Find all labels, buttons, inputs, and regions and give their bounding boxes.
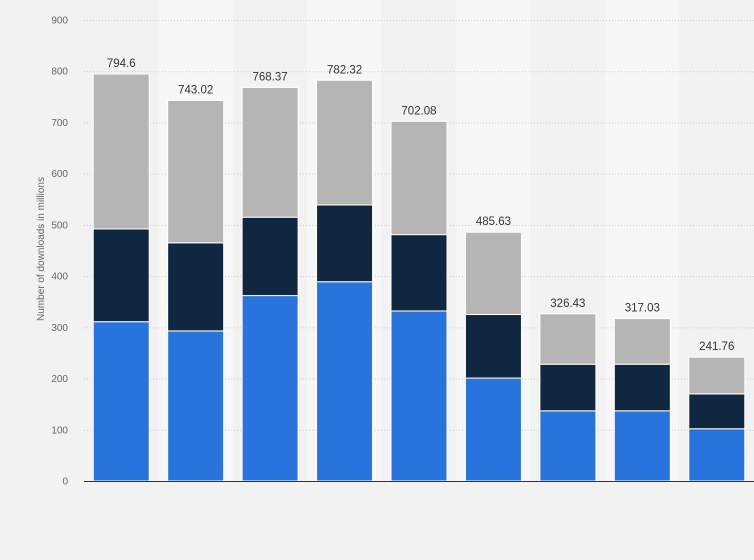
bar-total-label: 317.03 xyxy=(625,303,660,315)
y-axis-label: Number of downloads in millions xyxy=(36,177,47,321)
bar-segment xyxy=(241,295,299,482)
bar-total-label: 241.76 xyxy=(699,341,734,353)
bar-segment xyxy=(316,281,374,482)
bar-total-label: 794.6 xyxy=(107,58,136,70)
y-tick-label: 0 xyxy=(62,477,68,488)
bar-segment xyxy=(613,363,671,412)
bar-segment xyxy=(688,428,746,482)
total-labels: 794.6 743.02 768.37 782.32 702.08 485.63 326.4… xyxy=(107,58,735,353)
y-tick-label: 600 xyxy=(51,169,68,180)
bar-total-label: 743.02 xyxy=(178,84,213,96)
y-tick-label: 400 xyxy=(51,272,68,283)
bar-segment xyxy=(390,234,448,312)
bar-segment xyxy=(688,356,746,395)
bar-total-label: 485.63 xyxy=(476,216,511,228)
bar-segment xyxy=(613,410,671,482)
bar-segment xyxy=(390,310,448,482)
bar-segment xyxy=(539,363,597,412)
y-tick-label: 100 xyxy=(51,425,68,436)
bar-total-label: 782.32 xyxy=(327,64,362,76)
y-tick-label: 200 xyxy=(51,374,68,385)
bar-segment xyxy=(241,216,299,297)
bar-segment xyxy=(92,321,150,482)
y-tick-label: 300 xyxy=(51,323,68,334)
bar-segment xyxy=(92,228,150,323)
y-axis-ticks: 0 100 200 300 400 500 600 700 800 900 xyxy=(51,16,68,488)
y-tick-label: 700 xyxy=(51,118,68,129)
bar-segment xyxy=(167,330,225,482)
bar-segment xyxy=(464,377,522,482)
bar-segment xyxy=(464,314,522,379)
bar-segment xyxy=(316,204,374,283)
bar-segment xyxy=(241,86,299,218)
bar-segment xyxy=(390,120,448,236)
bar-segment xyxy=(316,79,374,206)
bar-segment xyxy=(167,242,225,332)
bars xyxy=(92,73,746,482)
bar-segment xyxy=(539,313,597,365)
bar-segment xyxy=(613,318,671,365)
bar-segment xyxy=(688,393,746,430)
y-tick-label: 800 xyxy=(51,67,68,78)
bar-segment xyxy=(539,410,597,482)
bar-segment xyxy=(464,231,522,316)
bar-segment xyxy=(92,73,150,230)
bar-total-label: 326.43 xyxy=(550,298,585,310)
bar-total-label: 702.08 xyxy=(401,105,436,117)
bar-segment xyxy=(167,99,225,244)
y-tick-label: 500 xyxy=(51,220,68,231)
y-tick-label: 900 xyxy=(51,16,68,27)
bar-total-label: 768.37 xyxy=(253,71,288,83)
